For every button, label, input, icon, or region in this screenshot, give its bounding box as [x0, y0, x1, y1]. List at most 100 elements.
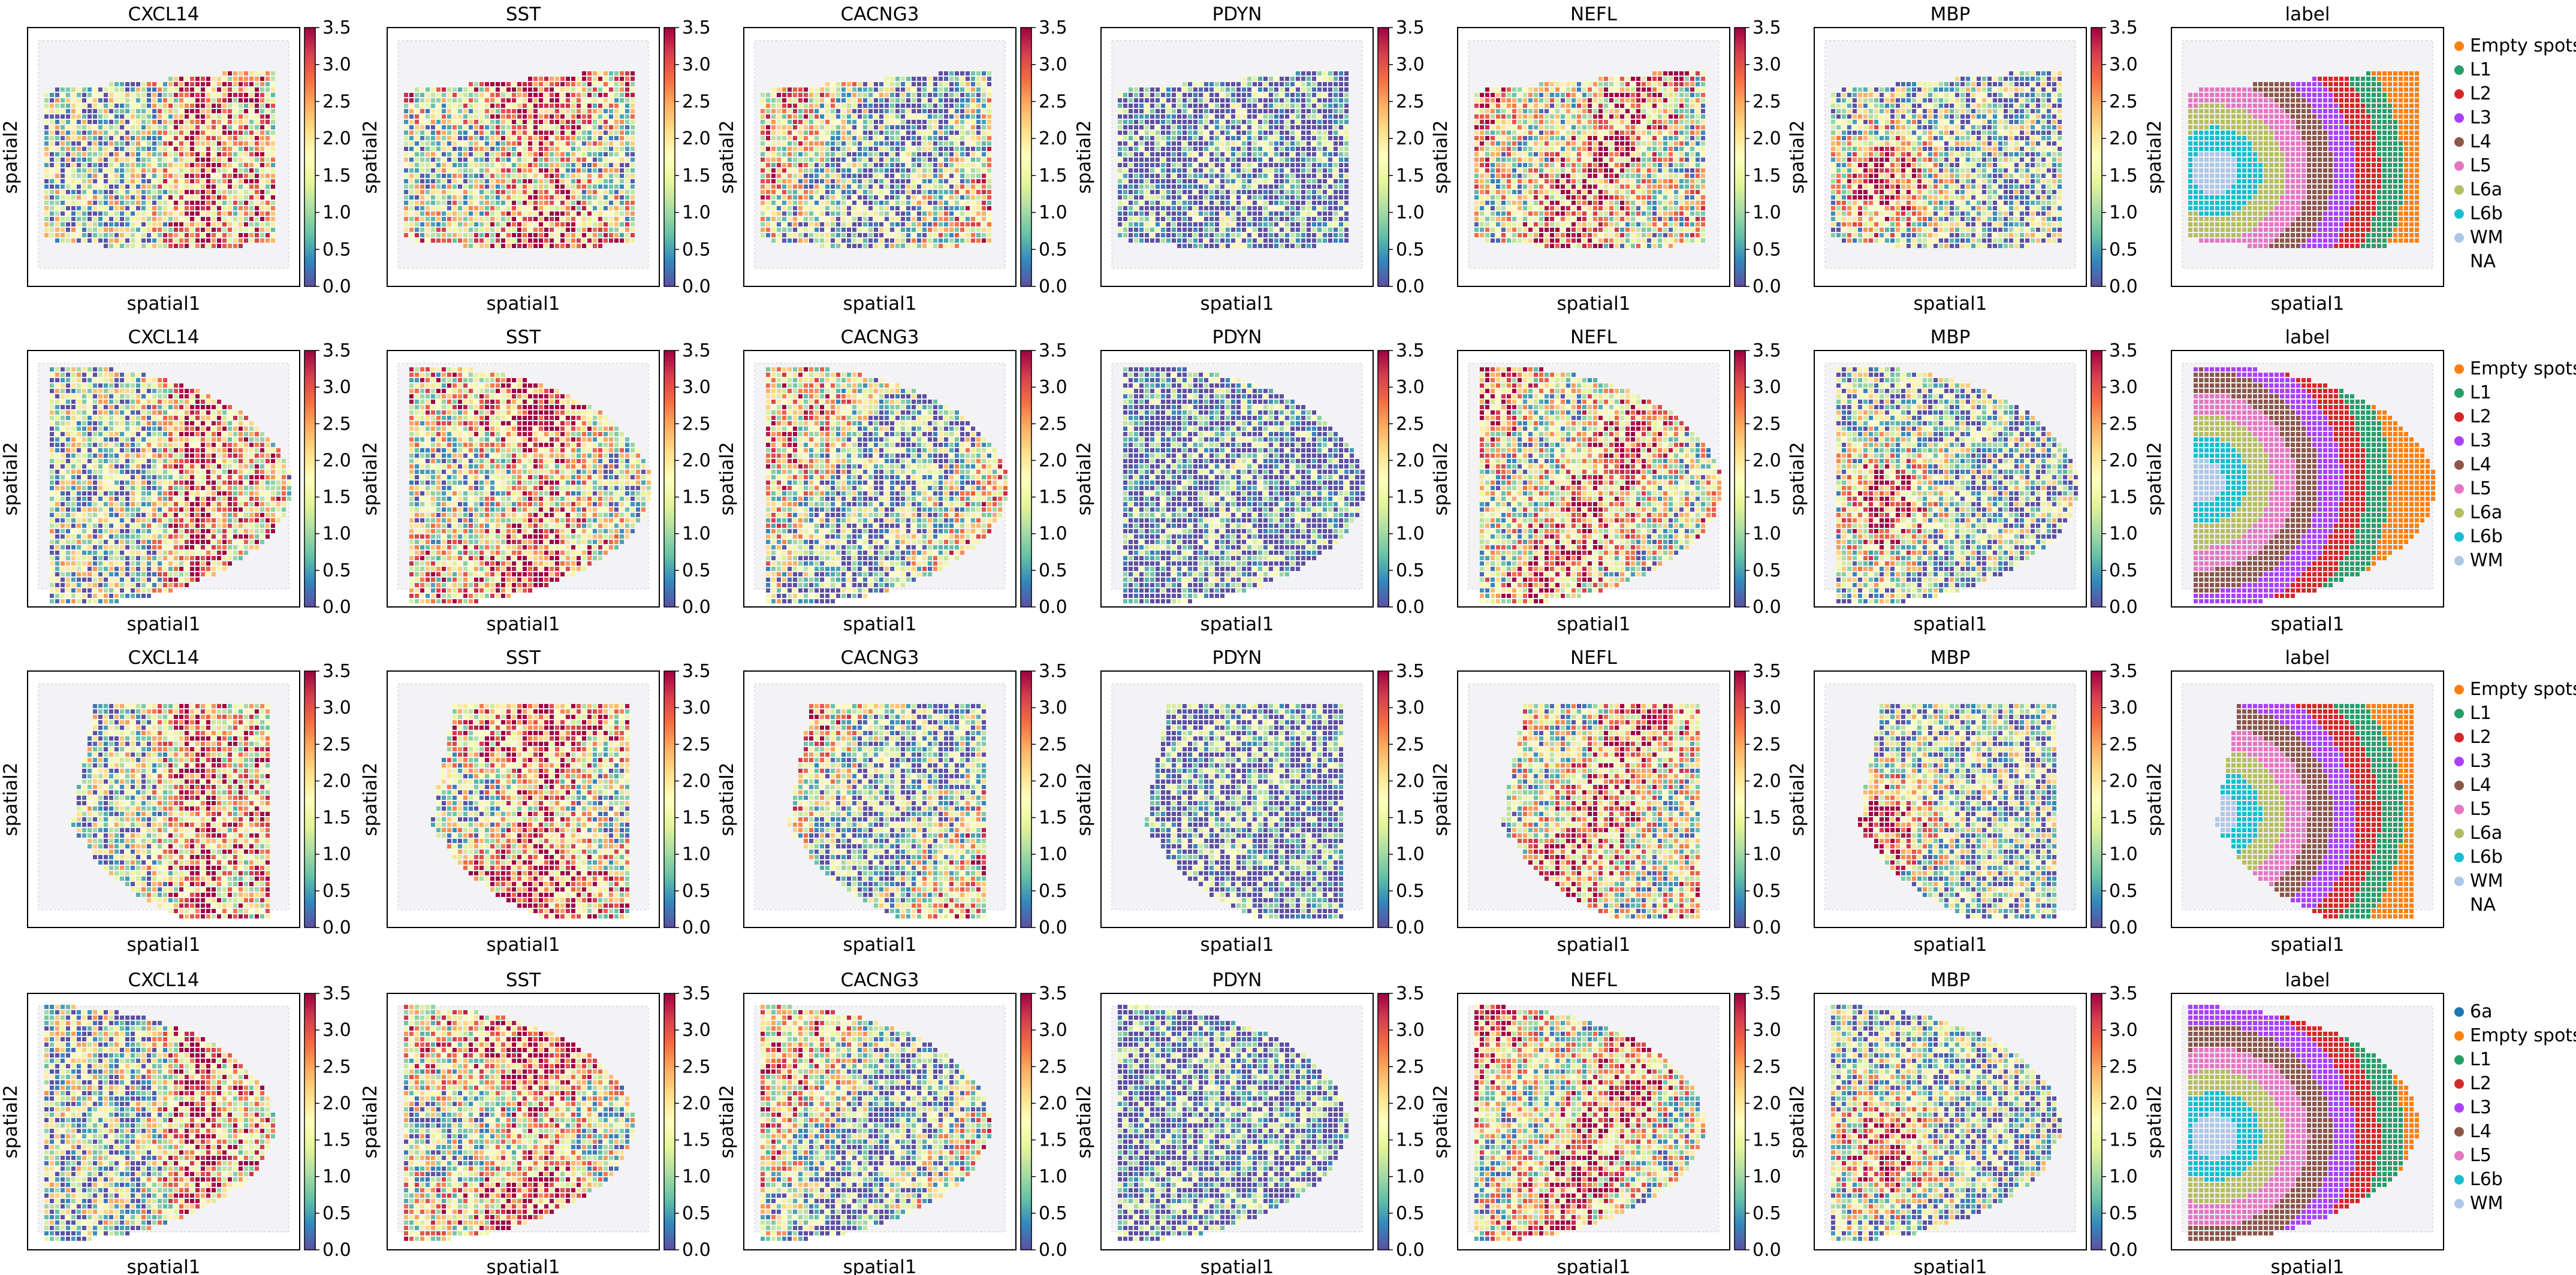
panel-title: label — [2285, 647, 2330, 669]
colorbar-tick-label: 0.5 — [682, 560, 711, 581]
legend-marker — [2454, 412, 2464, 422]
panel-title: label — [2285, 327, 2330, 348]
colorbar-tick-label: 1.0 — [322, 844, 351, 865]
panel-r3-c1: CXCL14 spatial1 spatial2 0.0 0.5 1.0 1.5 2.0 2.5… — [0, 647, 351, 956]
colorbar-tick-label: 3.0 — [2109, 697, 2138, 718]
colorbar — [663, 993, 675, 1250]
panel-r4-c7: label spatial1 spatial2 6a Empty spots L1 L2 L3… — [2144, 969, 2576, 1275]
colorbar-tick-label: 0.0 — [322, 917, 351, 938]
colorbar-tick-label: 3.5 — [322, 983, 351, 1004]
colorbar-tick-label: 2.5 — [1396, 91, 1425, 112]
colorbar-tick-label: 0.5 — [1039, 239, 1067, 260]
legend-marker — [2454, 1007, 2464, 1017]
panel-r1-c7: label spatial1 spatial2 Empty spots L1 L2 L3 L4… — [2144, 4, 2576, 315]
panel-title: PDYN — [1212, 4, 1262, 25]
panel-title: PDYN — [1212, 647, 1262, 669]
colorbar-tick-label: 0.5 — [1752, 881, 1781, 902]
legend-entry: L4 — [2470, 454, 2491, 475]
x-axis-label: spatial1 — [1914, 1256, 1987, 1275]
colorbar-tick-label: 0.0 — [322, 276, 351, 297]
panel-title: NEFL — [1570, 647, 1618, 669]
colorbar-tick-label: 1.5 — [1039, 1130, 1067, 1151]
x-axis-label: spatial1 — [127, 1256, 201, 1275]
panel-title: MBP — [1931, 969, 1971, 991]
legend-marker — [2454, 1127, 2464, 1137]
legend-entry: L5 — [2470, 1145, 2491, 1166]
colorbar-tick-label: 0.5 — [2109, 881, 2138, 902]
panel-title: CACNG3 — [841, 969, 919, 991]
colorbar-tick-label: 2.5 — [1396, 413, 1425, 434]
colorbar-tick-label: 3.5 — [2109, 17, 2138, 38]
colorbar-tick-label: 1.5 — [2109, 487, 2138, 508]
colorbar-tick-label: 2.0 — [2109, 771, 2138, 791]
legend-marker — [2454, 1151, 2464, 1161]
colorbar-tick-label: 1.0 — [1396, 844, 1425, 865]
colorbar — [1734, 670, 1746, 928]
legend-entry: L2 — [2470, 406, 2491, 427]
x-axis-label: spatial1 — [1914, 614, 1987, 635]
colorbar-tick-label: 1.0 — [682, 1167, 711, 1188]
colorbar-tick-label: 3.5 — [1396, 983, 1425, 1004]
colorbar-tick-label: 1.0 — [2109, 1167, 2138, 1188]
spot-layer — [404, 71, 635, 248]
panel-title: NEFL — [1570, 969, 1618, 991]
colorbar-tick-label: 0.0 — [1396, 917, 1425, 938]
colorbar-tick-label: 1.0 — [322, 524, 351, 545]
panel-title: label — [2285, 4, 2330, 25]
x-axis-label: spatial1 — [1914, 293, 1987, 315]
y-axis-label: spatial2 — [0, 442, 22, 516]
colorbar — [1734, 993, 1746, 1250]
y-axis-label: spatial2 — [0, 1085, 22, 1159]
x-axis-label: spatial1 — [487, 293, 560, 315]
colorbar-tick-label: 1.0 — [1039, 1167, 1067, 1188]
colorbar-tick-label: 0.0 — [1752, 597, 1781, 618]
x-axis-label: spatial1 — [843, 934, 917, 956]
colorbar-tick-label: 1.5 — [1396, 487, 1425, 508]
legend-marker — [2454, 41, 2464, 51]
colorbar-tick-label: 1.5 — [1396, 1130, 1425, 1151]
colorbar-tick-label: 2.0 — [1039, 450, 1067, 471]
colorbar-tick-label: 2.0 — [322, 128, 351, 149]
colorbar-tick-label: 0.5 — [2109, 239, 2138, 260]
legend-marker — [2454, 1079, 2464, 1089]
legend-marker — [2454, 757, 2464, 766]
panel-r2-c3: CACNG3 spatial1 spatial2 0.0 0.5 1.0 1.5 2.0 2.5… — [716, 327, 1067, 635]
colorbar-tick-label: 1.5 — [1752, 808, 1781, 829]
colorbar — [304, 670, 316, 928]
legend-marker — [2454, 1103, 2464, 1113]
colorbar-tick-label: 3.0 — [1752, 377, 1781, 398]
colorbar-tick-label: 0.5 — [1039, 1203, 1067, 1224]
colorbar-tick-label: 1.5 — [1039, 808, 1067, 829]
colorbar-tick-label: 0.0 — [322, 1240, 351, 1261]
panel-r2-c2: SST spatial1 spatial2 0.0 0.5 1.0 1.5 2.0 2.5 3.0… — [360, 327, 711, 635]
colorbar-tick-label: 1.0 — [2109, 524, 2138, 545]
panel-r3-c6: MBP spatial1 spatial2 0.0 0.5 1.0 1.5 2.0 2.5 3.0… — [1787, 647, 2138, 956]
colorbar-tick-label: 2.0 — [2109, 1093, 2138, 1114]
colorbar — [1734, 27, 1746, 287]
legend-entry: L6b — [2470, 526, 2503, 547]
colorbar-tick-label: 3.0 — [1396, 55, 1425, 75]
legend-marker — [2454, 65, 2464, 75]
colorbar-tick-label: 2.0 — [322, 450, 351, 471]
y-axis-label: spatial2 — [2144, 442, 2165, 516]
panel-r3-c3: CACNG3 spatial1 spatial2 0.0 0.5 1.0 1.5 2.0 2.5… — [716, 647, 1067, 956]
colorbar-tick-label: 1.5 — [2109, 808, 2138, 829]
colorbar-tick-label: 3.5 — [2109, 661, 2138, 682]
spot-layer — [766, 367, 1008, 603]
panel-title: CXCL14 — [128, 327, 200, 348]
y-axis-label: spatial2 — [360, 763, 381, 836]
colorbar-tick-label: 2.5 — [1752, 1056, 1781, 1077]
colorbar-tick-label: 2.5 — [2109, 1056, 2138, 1077]
colorbar — [304, 27, 316, 287]
colorbar-tick-label: 3.0 — [1396, 377, 1425, 398]
y-axis-label: spatial2 — [1787, 763, 1808, 836]
spot-layer — [1118, 1005, 1349, 1241]
colorbar-tick-label: 1.0 — [682, 524, 711, 545]
colorbar-tick-label: 2.0 — [1396, 450, 1425, 471]
colorbar — [304, 350, 316, 608]
y-axis-label: spatial2 — [1073, 442, 1095, 516]
spot-layer — [1474, 71, 1705, 248]
y-axis-label: spatial2 — [0, 763, 22, 836]
colorbar-tick-label: 2.5 — [2109, 734, 2138, 755]
colorbar — [1020, 993, 1032, 1250]
